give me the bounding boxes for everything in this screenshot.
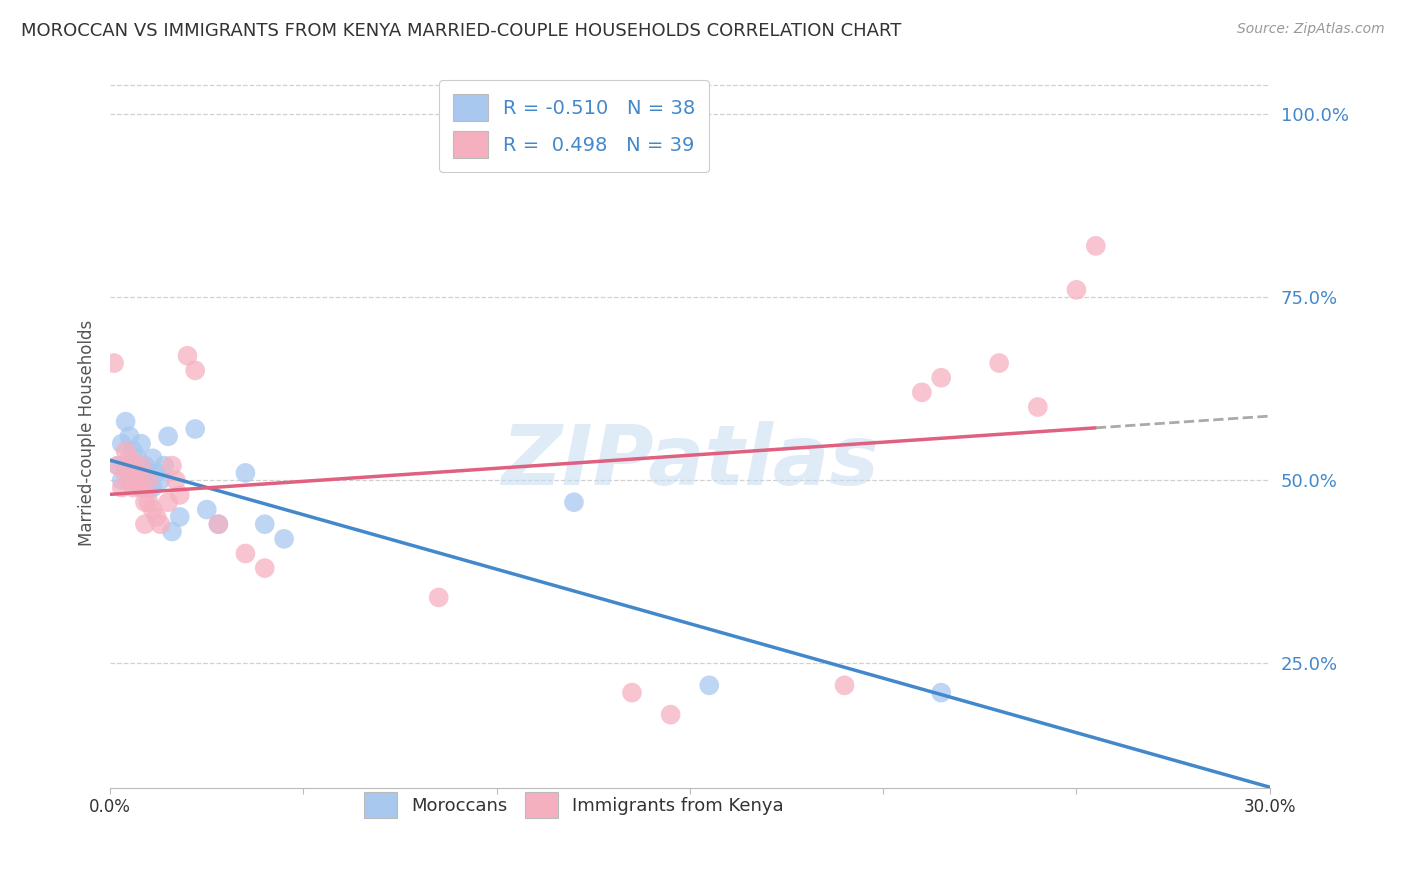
Point — [138, 481, 160, 495]
Point — [114, 466, 136, 480]
Point — [138, 466, 160, 480]
Point — [111, 481, 134, 495]
Point — [127, 473, 149, 487]
Point — [184, 363, 207, 377]
Point — [103, 356, 125, 370]
Y-axis label: Married-couple Households: Married-couple Households — [79, 319, 96, 546]
Point — [114, 444, 136, 458]
Text: ZIPatlas: ZIPatlas — [501, 420, 879, 501]
Point — [118, 451, 141, 466]
Point — [129, 458, 152, 473]
Point — [142, 481, 165, 495]
Point — [169, 488, 191, 502]
Point — [118, 473, 141, 487]
Point — [111, 473, 134, 487]
Point — [176, 349, 198, 363]
Point — [127, 473, 149, 487]
Point — [1026, 400, 1049, 414]
Text: Source: ZipAtlas.com: Source: ZipAtlas.com — [1237, 22, 1385, 37]
Point — [235, 466, 257, 480]
Point — [427, 591, 450, 605]
Point — [142, 451, 165, 466]
Point — [114, 415, 136, 429]
Point — [122, 481, 145, 495]
Point — [122, 444, 145, 458]
Point — [107, 458, 129, 473]
Point — [142, 502, 165, 516]
Point — [160, 458, 183, 473]
Point — [149, 473, 172, 487]
Point — [157, 495, 180, 509]
Point — [160, 524, 183, 539]
Point — [114, 458, 136, 473]
Point — [153, 458, 176, 473]
Point — [134, 473, 156, 487]
Point — [122, 473, 145, 487]
Point — [195, 502, 218, 516]
Point — [129, 481, 152, 495]
Point — [138, 473, 160, 487]
Point — [834, 678, 856, 692]
Point — [911, 385, 934, 400]
Point — [157, 429, 180, 443]
Point — [127, 466, 149, 480]
Point — [138, 495, 160, 509]
Point — [988, 356, 1011, 370]
Legend: Moroccans, Immigrants from Kenya: Moroccans, Immigrants from Kenya — [357, 785, 792, 825]
Point — [184, 422, 207, 436]
Point — [127, 466, 149, 480]
Point — [620, 686, 643, 700]
Point — [149, 517, 172, 532]
Point — [273, 532, 295, 546]
Point — [207, 517, 229, 532]
Point — [118, 458, 141, 473]
Point — [129, 458, 152, 473]
Point — [1066, 283, 1088, 297]
Point — [134, 458, 156, 473]
Point — [207, 517, 229, 532]
Point — [562, 495, 585, 509]
Point — [1084, 239, 1107, 253]
Point — [127, 451, 149, 466]
Point — [659, 707, 682, 722]
Text: MOROCCAN VS IMMIGRANTS FROM KENYA MARRIED-COUPLE HOUSEHOLDS CORRELATION CHART: MOROCCAN VS IMMIGRANTS FROM KENYA MARRIE… — [21, 22, 901, 40]
Point — [145, 466, 167, 480]
Point — [134, 517, 156, 532]
Point — [134, 495, 156, 509]
Point — [235, 547, 257, 561]
Point — [697, 678, 720, 692]
Point — [145, 509, 167, 524]
Point — [929, 370, 952, 384]
Point — [122, 458, 145, 473]
Point — [165, 473, 187, 487]
Point — [253, 561, 276, 575]
Point — [129, 481, 152, 495]
Point — [118, 429, 141, 443]
Point — [107, 458, 129, 473]
Point — [253, 517, 276, 532]
Point — [118, 473, 141, 487]
Point — [129, 436, 152, 450]
Point — [111, 436, 134, 450]
Point — [122, 458, 145, 473]
Point — [929, 686, 952, 700]
Point — [169, 509, 191, 524]
